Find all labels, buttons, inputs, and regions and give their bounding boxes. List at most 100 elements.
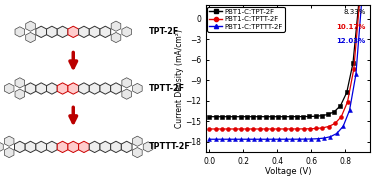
Line: PBT1-C:TPTT-2F: PBT1-C:TPTT-2F [208, 0, 362, 131]
PBT1-C:TPTT-2F [301, 128, 306, 130]
Polygon shape [26, 21, 35, 31]
PBT1-C:TPTTT-2F [226, 138, 231, 140]
PBT1-C:TPTT-2F [327, 125, 331, 128]
PBT1-C:TPTTT-2F [335, 132, 339, 135]
PBT1-C:TPT-2F [313, 115, 318, 117]
PBT1-C:TPT-2F [270, 116, 274, 118]
PBT1-C:TPTTT-2F [252, 138, 256, 140]
PBT1-C:TPTT-2F [232, 128, 237, 130]
Polygon shape [68, 83, 79, 94]
PBT1-C:TPT-2F [332, 111, 336, 113]
PBT1-C:TPTT-2F [352, 68, 356, 70]
Polygon shape [57, 83, 68, 94]
PBT1-C:TPTT-2F [276, 128, 281, 130]
PBT1-C:TPT-2F [245, 116, 249, 118]
PBT1-C:TPT-2F [307, 115, 311, 118]
PBT1-C:TPTTT-2F [309, 138, 314, 140]
Polygon shape [4, 136, 14, 146]
Polygon shape [79, 26, 89, 38]
Polygon shape [15, 27, 25, 37]
PBT1-C:TPTTT-2F [303, 138, 307, 140]
PBT1-C:TPTT-2F [245, 128, 249, 130]
Polygon shape [36, 83, 46, 94]
Polygon shape [122, 89, 132, 99]
Polygon shape [25, 83, 36, 94]
PBT1-C:TPTTT-2F [328, 136, 333, 138]
PBT1-C:TPT-2F [232, 116, 237, 118]
PBT1-C:TPTT-2F [339, 116, 344, 118]
Polygon shape [133, 83, 142, 94]
PBT1-C:TPT-2F [294, 116, 299, 118]
Polygon shape [26, 32, 35, 43]
Text: TPTTT-2F: TPTTT-2F [149, 142, 190, 151]
PBT1-C:TPTT-2F [282, 128, 287, 130]
Text: 12.03%: 12.03% [336, 38, 366, 44]
PBT1-C:TPT-2F [207, 116, 212, 118]
PBT1-C:TPT-2F [282, 116, 287, 118]
PBT1-C:TPT-2F [344, 91, 349, 93]
PBT1-C:TPTTT-2F [239, 138, 243, 140]
PBT1-C:TPTTT-2F [322, 137, 326, 139]
Text: 8.33%: 8.33% [343, 9, 366, 15]
PBT1-C:TPT-2F [220, 116, 224, 118]
Polygon shape [89, 26, 100, 38]
Polygon shape [89, 141, 100, 153]
Polygon shape [111, 21, 121, 31]
PBT1-C:TPTTT-2F [220, 138, 225, 140]
Polygon shape [68, 26, 79, 38]
PBT1-C:TPTTT-2F [271, 138, 275, 140]
PBT1-C:TPT-2F [326, 113, 330, 116]
Polygon shape [79, 141, 89, 153]
Polygon shape [111, 141, 121, 153]
Polygon shape [121, 141, 132, 153]
Legend: PBT1-C:TPT-2F, PBT1-C:TPTT-2F, PBT1-C:TPTTT-2F: PBT1-C:TPT-2F, PBT1-C:TPTT-2F, PBT1-C:TP… [208, 7, 285, 32]
Polygon shape [57, 141, 68, 153]
PBT1-C:TPT-2F [213, 116, 218, 118]
PBT1-C:TPTTT-2F [315, 138, 320, 140]
PBT1-C:TPTTT-2F [214, 138, 218, 140]
PBT1-C:TPT-2F [288, 116, 293, 118]
PBT1-C:TPTTT-2F [347, 109, 352, 111]
PBT1-C:TPTT-2F [333, 122, 337, 125]
Polygon shape [15, 89, 25, 99]
PBT1-C:TPTTT-2F [296, 138, 301, 140]
PBT1-C:TPTT-2F [239, 128, 243, 130]
Polygon shape [4, 147, 14, 158]
PBT1-C:TPTTT-2F [232, 138, 237, 140]
PBT1-C:TPTTT-2F [284, 138, 288, 140]
Text: TPTT-2F: TPTT-2F [149, 84, 184, 93]
Polygon shape [36, 141, 46, 153]
PBT1-C:TPTT-2F [314, 127, 318, 130]
PBT1-C:TPTTT-2F [354, 73, 358, 75]
Polygon shape [68, 141, 79, 153]
Polygon shape [122, 78, 132, 88]
Polygon shape [4, 83, 14, 94]
PBT1-C:TPT-2F [301, 116, 305, 118]
PBT1-C:TPT-2F [351, 62, 355, 64]
PBT1-C:TPT-2F [276, 116, 280, 118]
PBT1-C:TPTTT-2F [290, 138, 294, 140]
X-axis label: Voltage (V): Voltage (V) [265, 167, 311, 176]
Polygon shape [15, 78, 25, 88]
Polygon shape [46, 26, 57, 38]
PBT1-C:TPTT-2F [295, 128, 299, 130]
Polygon shape [100, 26, 111, 38]
Polygon shape [46, 83, 57, 94]
PBT1-C:TPTTT-2F [265, 138, 269, 140]
Polygon shape [25, 141, 36, 153]
PBT1-C:TPTT-2F [257, 128, 262, 130]
PBT1-C:TPTTT-2F [341, 125, 345, 127]
Polygon shape [111, 83, 121, 94]
Polygon shape [100, 141, 111, 153]
PBT1-C:TPTT-2F [289, 128, 293, 130]
PBT1-C:TPTT-2F [270, 128, 274, 130]
Text: 10.17%: 10.17% [336, 24, 366, 30]
PBT1-C:TPTT-2F [251, 128, 256, 130]
PBT1-C:TPTT-2F [263, 128, 268, 130]
PBT1-C:TPTTT-2F [207, 138, 212, 140]
Y-axis label: Current Density (mA/cm²): Current Density (mA/cm²) [175, 29, 184, 128]
Text: TPT-2F: TPT-2F [149, 27, 179, 36]
PBT1-C:TPTTT-2F [258, 138, 263, 140]
PBT1-C:TPT-2F [257, 116, 262, 118]
PBT1-C:TPT-2F [239, 116, 243, 118]
